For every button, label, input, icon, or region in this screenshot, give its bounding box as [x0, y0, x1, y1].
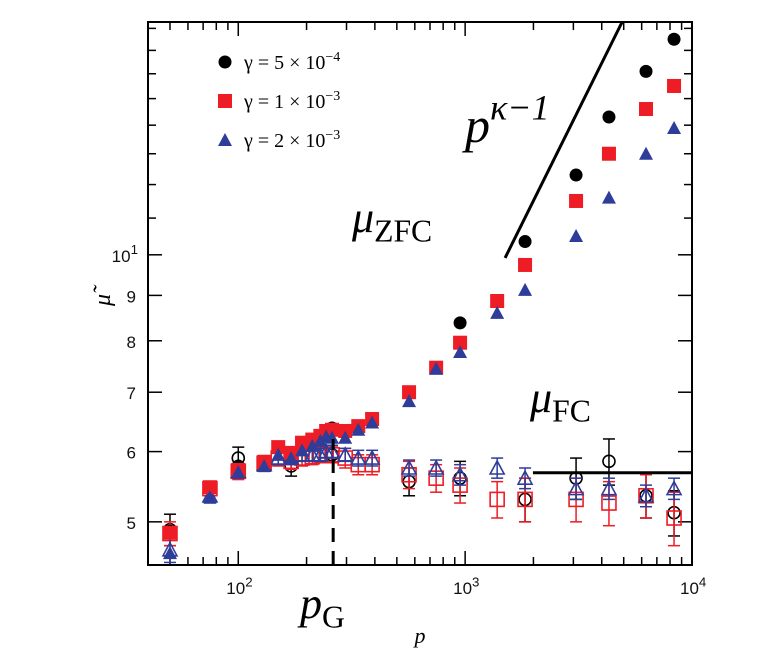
mu-fc-label: μFC	[529, 373, 591, 429]
y-axis-label: μ̃	[90, 284, 116, 307]
fc-point-triangle	[363, 449, 381, 465]
zfc-point-triangle	[202, 490, 217, 504]
zfc-point-triangle	[162, 546, 177, 560]
zfc-point-square	[271, 440, 286, 455]
legend-marker-square	[218, 94, 232, 108]
zfc-point-triangle	[325, 430, 340, 444]
zfc-point-triangle	[569, 229, 584, 243]
zfc-point-circle	[453, 316, 467, 330]
zfc-point-triangle	[271, 447, 286, 461]
fc-point-square	[489, 491, 505, 508]
zfc-point-triangle	[639, 146, 654, 160]
x-tick-label: 103	[453, 574, 479, 598]
fc-point-triangle	[451, 466, 469, 482]
y-tick-label: 6	[127, 444, 136, 463]
zfc-point-square	[490, 294, 505, 309]
y-tick-label: 7	[127, 384, 136, 403]
zfc-point-triangle	[365, 415, 380, 429]
fc-point-triangle	[665, 479, 683, 496]
fc-point-triangle	[311, 446, 329, 462]
legend-marker-circle	[218, 55, 232, 69]
zfc-point-square	[569, 193, 584, 208]
zfc-point-triangle	[295, 443, 310, 457]
zfc-point-triangle	[402, 394, 417, 408]
zfc-point-triangle	[231, 465, 246, 479]
pg-label: pG	[297, 579, 345, 635]
power-law-line	[503, 21, 624, 259]
power-law-label: pκ−1	[462, 88, 550, 154]
zfc-point-square	[601, 146, 616, 161]
fc-point-square	[517, 491, 533, 508]
legend-label: γ = 2 × 10−3	[243, 128, 340, 152]
zfc-point-square	[162, 525, 177, 540]
zfc-point-triangle	[518, 282, 533, 296]
fc-point-triangle	[303, 446, 321, 462]
y-tick-label: 8	[127, 333, 136, 352]
fc-point-triangle	[488, 459, 506, 475]
x-axis-label: p	[413, 623, 426, 648]
fc-point-triangle	[336, 446, 354, 462]
zfc-point-circle	[602, 110, 616, 124]
fc-point-triangle	[637, 487, 655, 503]
fc-point-triangle	[427, 459, 445, 475]
zfc-point-triangle	[490, 305, 505, 319]
zfc-point-square	[518, 257, 533, 272]
zfc-point-square	[453, 335, 468, 350]
y-tick-label: 9	[127, 287, 136, 306]
fc-point-triangle	[349, 449, 367, 465]
zfc-point-triangle	[601, 190, 616, 204]
zfc-point-square	[639, 102, 654, 117]
zfc-point-triangle	[429, 361, 444, 375]
legend-label: γ = 1 × 10−3	[243, 89, 340, 113]
zfc-point-square	[202, 480, 217, 495]
zfc-point-triangle	[257, 458, 272, 472]
zfc-point-square	[325, 422, 340, 437]
zfc-point-square	[402, 385, 417, 400]
zfc-point-triangle	[305, 438, 320, 452]
legend-label: γ = 5 × 10−4	[243, 50, 340, 74]
fc-point-triangle	[567, 479, 585, 496]
zfc-point-triangle	[338, 430, 353, 444]
fc-point-triangle	[600, 479, 618, 496]
plot-frame	[147, 21, 693, 566]
zfc-point-triangle	[453, 345, 468, 359]
x-tick-label: 104	[680, 574, 706, 598]
zfc-point-circle	[667, 32, 681, 46]
fc-point-triangle	[516, 469, 534, 485]
fc-point-triangle	[323, 442, 341, 459]
fc-point-square	[666, 510, 682, 526]
zfc-point-circle	[569, 168, 583, 182]
y-tick-label: 101	[112, 242, 138, 266]
zfc-point-triangle	[667, 120, 682, 134]
zfc-point-circle	[639, 64, 653, 78]
zfc-point-square	[667, 78, 682, 93]
legend-marker-triangle	[218, 133, 232, 146]
zfc-point-triangle	[351, 422, 366, 436]
y-tick-label: 5	[127, 514, 136, 533]
fc-point-triangle	[400, 459, 418, 475]
fc-point-circle	[602, 454, 616, 469]
zfc-point-circle	[518, 235, 532, 249]
x-tick-label: 102	[226, 574, 252, 598]
mu-zfc-label: μZFC	[351, 193, 432, 249]
zfc-point-triangle	[284, 451, 299, 465]
